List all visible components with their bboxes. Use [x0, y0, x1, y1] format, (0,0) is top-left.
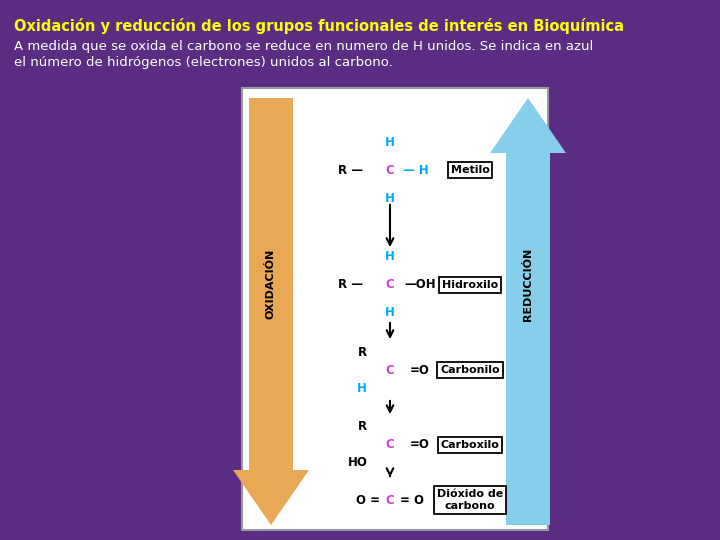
Polygon shape	[233, 98, 309, 525]
Text: H: H	[385, 251, 395, 264]
Text: =O: =O	[410, 438, 430, 451]
Text: H: H	[385, 307, 395, 320]
Text: Oxidación y reducción de los grupos funcionales de interés en Bioquímica: Oxidación y reducción de los grupos func…	[14, 18, 624, 34]
Text: C: C	[386, 164, 395, 177]
Text: R: R	[357, 421, 366, 434]
Text: C: C	[386, 438, 395, 451]
Text: O =: O =	[356, 494, 380, 507]
Text: Hidroxilo: Hidroxilo	[442, 280, 498, 290]
Text: H: H	[385, 192, 395, 205]
Polygon shape	[490, 98, 566, 525]
Text: C: C	[386, 279, 395, 292]
Text: R —: R —	[338, 279, 362, 292]
Text: REDUCCIÓN: REDUCCIÓN	[523, 247, 533, 321]
Text: H: H	[385, 136, 395, 148]
Text: Carboxilo: Carboxilo	[441, 440, 500, 450]
Text: A medida que se oxida el carbono se reduce en numero de H unidos. Se indica en a: A medida que se oxida el carbono se redu…	[14, 40, 593, 53]
Text: C: C	[386, 363, 395, 376]
Text: Metilo: Metilo	[451, 165, 490, 175]
Text: R: R	[357, 346, 366, 359]
Text: = O: = O	[400, 494, 424, 507]
Text: =O: =O	[410, 363, 430, 376]
Text: HO: HO	[348, 456, 368, 469]
Text: C: C	[386, 494, 395, 507]
Text: — H: — H	[403, 164, 429, 177]
Text: R —: R —	[338, 164, 362, 177]
Bar	[242, 88, 548, 530]
Text: Carbonilo: Carbonilo	[440, 365, 500, 375]
Text: —OH: —OH	[404, 279, 436, 292]
Text: OXIDACIÓN: OXIDACIÓN	[266, 249, 276, 319]
Text: Dióxido de
carbono: Dióxido de carbono	[437, 489, 503, 511]
Text: H: H	[357, 381, 367, 395]
Text: el número de hidrógenos (electrones) unidos al carbono.: el número de hidrógenos (electrones) uni…	[14, 56, 392, 69]
